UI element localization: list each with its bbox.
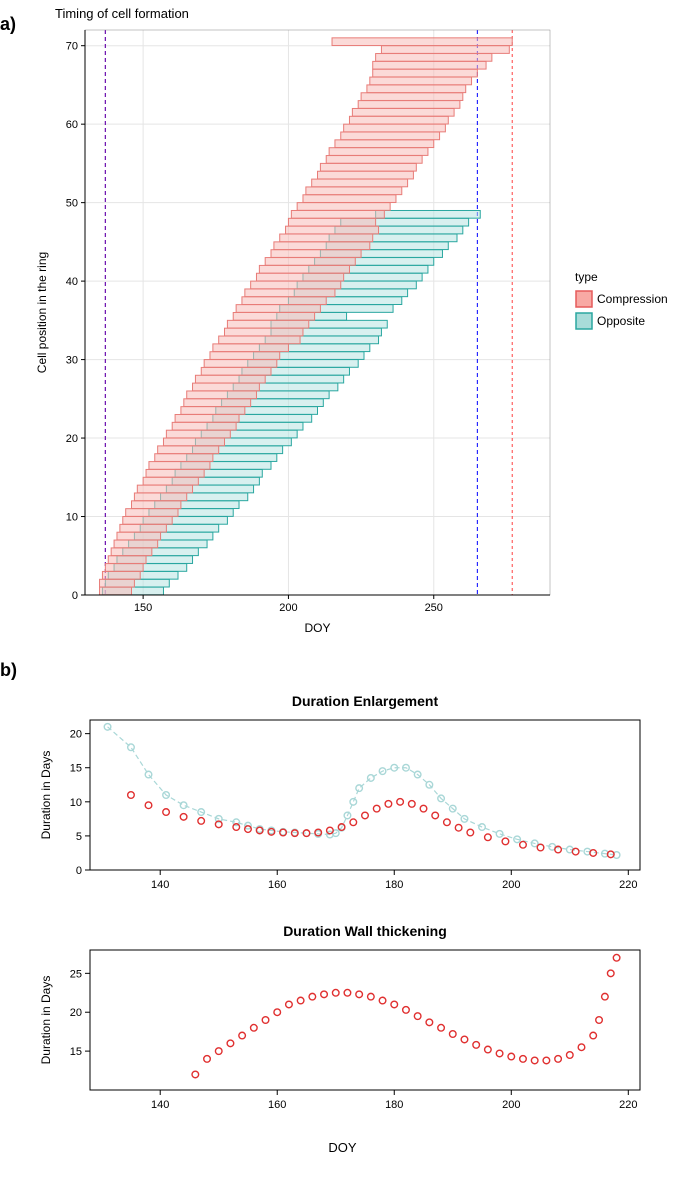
svg-text:Duration in Days: Duration in Days bbox=[39, 976, 53, 1065]
svg-text:Duration Wall thickening: Duration Wall thickening bbox=[283, 923, 447, 939]
svg-text:150: 150 bbox=[134, 602, 152, 614]
svg-text:0: 0 bbox=[76, 865, 82, 877]
svg-text:220: 220 bbox=[619, 879, 637, 891]
svg-text:15: 15 bbox=[70, 1046, 82, 1058]
svg-text:50: 50 bbox=[66, 198, 78, 210]
svg-text:10: 10 bbox=[66, 512, 78, 524]
svg-text:0: 0 bbox=[72, 590, 78, 602]
svg-text:5: 5 bbox=[76, 831, 82, 843]
legend-label: Compression bbox=[597, 292, 668, 306]
svg-text:Duration Enlargement: Duration Enlargement bbox=[292, 693, 439, 709]
panel-a-title: Timing of cell formation bbox=[55, 6, 189, 21]
legend-label: Opposite bbox=[597, 314, 645, 328]
svg-text:30: 30 bbox=[66, 355, 78, 367]
svg-text:15: 15 bbox=[70, 763, 82, 775]
panel-b-xlabel: DOY bbox=[0, 1140, 685, 1155]
svg-text:DOY: DOY bbox=[304, 621, 330, 635]
svg-text:200: 200 bbox=[279, 602, 297, 614]
svg-text:10: 10 bbox=[70, 797, 82, 809]
svg-text:70: 70 bbox=[66, 41, 78, 53]
svg-text:20: 20 bbox=[66, 433, 78, 445]
svg-text:40: 40 bbox=[66, 276, 78, 288]
duration-wall-thickening-chart: Duration Wall thickening 140 160 180 200 220 1… bbox=[35, 920, 655, 1130]
legend-item-compression: Compression bbox=[575, 290, 668, 308]
svg-text:160: 160 bbox=[268, 1099, 286, 1111]
svg-text:250: 250 bbox=[425, 602, 443, 614]
svg-text:200: 200 bbox=[502, 1099, 520, 1111]
svg-text:20: 20 bbox=[70, 729, 82, 741]
legend-item-opposite: Opposite bbox=[575, 312, 668, 330]
svg-text:180: 180 bbox=[385, 1099, 403, 1111]
svg-text:140: 140 bbox=[151, 879, 169, 891]
panel-a-chart: 150 200 250 0 10 20 30 40 50 60 70 DOY Cell position… bbox=[30, 20, 570, 640]
svg-text:140: 140 bbox=[151, 1099, 169, 1111]
panel-b-label: b) bbox=[0, 660, 17, 681]
svg-text:Cell position in the ring: Cell position in the ring bbox=[35, 252, 49, 373]
svg-text:160: 160 bbox=[268, 879, 286, 891]
svg-text:200: 200 bbox=[502, 879, 520, 891]
svg-text:25: 25 bbox=[70, 968, 82, 980]
svg-text:60: 60 bbox=[66, 119, 78, 131]
svg-text:180: 180 bbox=[385, 879, 403, 891]
legend-title: type bbox=[575, 270, 668, 284]
panel-a-legend: type Compression Opposite bbox=[575, 270, 668, 330]
svg-text:Duration in Days: Duration in Days bbox=[39, 751, 53, 840]
duration-enlargement-chart: Duration Enlargement 140 160 180 200 220 0 5 10 1… bbox=[35, 690, 655, 910]
panel-a-label: a) bbox=[0, 14, 16, 35]
svg-text:220: 220 bbox=[619, 1099, 637, 1111]
svg-text:20: 20 bbox=[70, 1007, 82, 1019]
